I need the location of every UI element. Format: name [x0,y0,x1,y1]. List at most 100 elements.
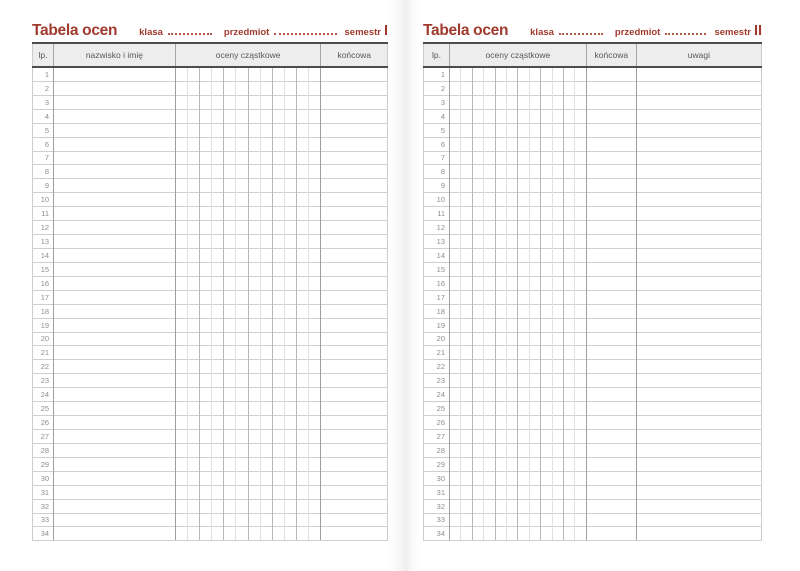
grade-cell [494,526,507,542]
grade-cell [235,192,249,207]
grade-cell [211,234,224,249]
notes-cell [635,164,762,179]
row-number-cell: 18 [32,303,55,319]
grade-cell [175,136,188,152]
notes-cell [635,428,762,444]
grade-cell [551,94,564,110]
name-cell [53,66,176,82]
grade-cell [505,192,518,207]
grade-cell [562,428,575,444]
grade-cell [198,484,212,500]
final-grade-cell [320,192,388,207]
row-number-cell: 16 [423,275,451,291]
table-row: 32 [32,498,388,513]
grade-cell [175,498,188,513]
grade-cell [449,150,461,165]
grade-cell [247,206,261,221]
grade-cell [551,275,564,291]
grade-cell [198,359,212,374]
notes-cell [635,387,762,402]
grade-cell [186,303,200,319]
grade-cell [574,136,587,152]
row-number-cell: 26 [423,415,451,430]
grade-cell [308,220,321,235]
grade-cell [460,94,473,110]
grade-cell [460,442,473,458]
grade-cell [271,526,285,542]
column-header-notes: uwagi [635,42,762,68]
grade-cell [235,122,249,138]
row-number-cell: 12 [32,220,55,235]
final-grade-cell [320,261,388,277]
grade-cell [198,66,212,82]
class-fill-line [167,33,212,35]
grade-cell [574,428,587,444]
grade-cell [296,401,309,416]
grade-cell [528,220,541,235]
name-cell [53,94,176,110]
grade-cell [211,359,224,374]
final-grade-cell [320,512,388,527]
table-row: 21 [423,345,762,360]
row-number-cell: 20 [32,331,55,346]
grade-cell [259,164,273,179]
grade-cell [308,122,321,138]
grade-cell [283,192,297,207]
grade-cell [247,470,261,486]
row-number-cell: 2 [423,80,451,96]
grade-cell [211,470,224,486]
subject-fill-line [665,33,707,35]
final-grade-cell [585,275,637,291]
grade-cell [449,164,461,179]
grade-cell [223,331,236,346]
grade-cell [198,526,212,542]
row-number-cell: 10 [423,192,451,207]
grade-cell [186,234,200,249]
grade-cell [562,164,575,179]
grade-cell [483,275,496,291]
row-number-cell: 29 [32,456,55,472]
table-row: 24 [32,387,388,402]
grade-cell [562,456,575,472]
row-number-cell: 12 [423,220,451,235]
grade-cell [449,373,461,388]
grade-cell [296,136,309,152]
table-row: 19 [32,317,388,333]
grade-cell [283,261,297,277]
grade-cell [175,220,188,235]
grade-cell [175,428,188,444]
grade-cell [528,192,541,207]
grade-cell [540,373,553,388]
grade-cell [551,192,564,207]
column-header-lp: lp. [32,42,54,68]
page-semester-1: Tabela ocen klasa przedmiot semestr I lp… [32,20,388,542]
grade-cell [540,498,553,513]
notes-cell [635,373,762,388]
final-grade-cell [320,456,388,472]
grade-cell [494,373,507,388]
final-grade-cell [585,136,637,152]
grade-cell [198,415,212,430]
table-row: 12 [32,220,388,235]
grade-cell [528,206,541,221]
row-number-cell: 6 [423,136,451,152]
grade-cell [259,317,273,333]
final-grade-cell [320,359,388,374]
grade-cell [175,80,188,96]
grade-cell [283,220,297,235]
grade-cell [505,428,518,444]
grade-cell [198,470,212,486]
grade-cell [247,498,261,513]
grade-cell [505,247,518,263]
grade-cell [551,303,564,319]
name-cell [53,401,176,416]
grade-cell [271,66,285,82]
grade-cell [471,178,484,193]
row-number-cell: 18 [423,303,451,319]
grade-cell [494,456,507,472]
grade-cell [483,415,496,430]
grade-cell [483,150,496,165]
grade-cell [186,261,200,277]
grade-cell [562,150,575,165]
grade-cell [460,289,473,305]
